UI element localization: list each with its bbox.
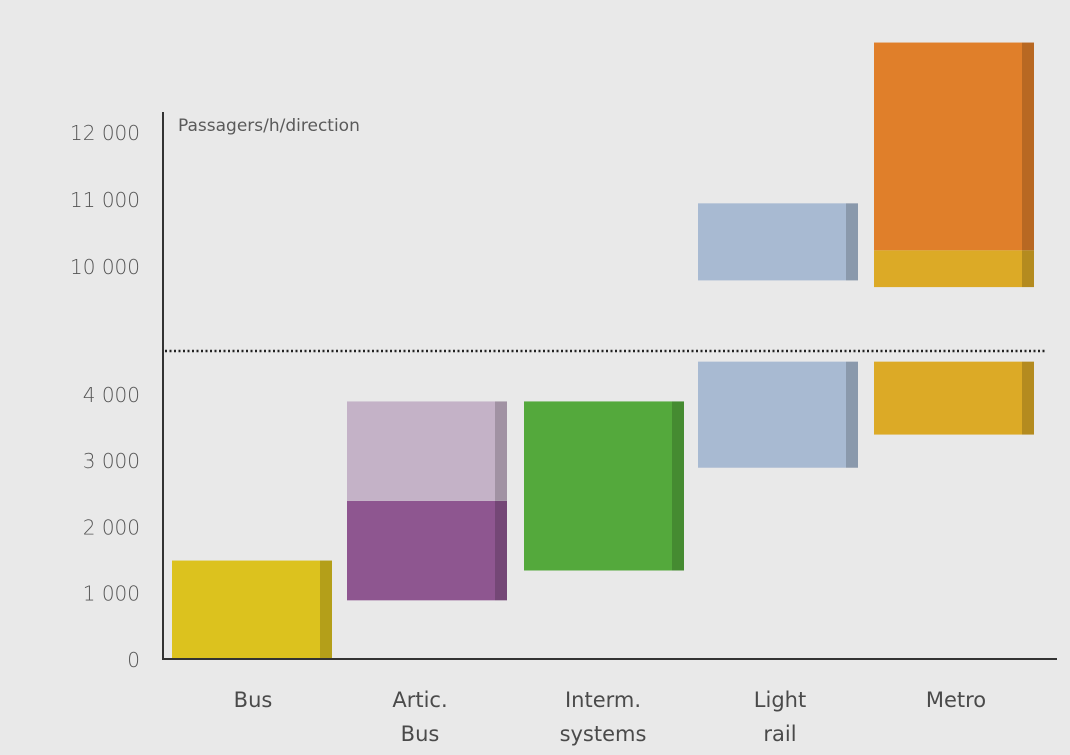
y-tick-label: 12 000 [70,121,140,145]
range-bar-side [495,401,507,501]
range-bar [698,203,858,281]
category-label: rail [763,722,796,746]
range-bar [874,361,1034,435]
range-bar-side [1022,42,1034,251]
category-label: Bus [401,722,440,746]
category-label: Light [754,688,806,712]
category-label: Interm. [565,688,641,712]
axes-layer: Passagers/h/direction [162,112,1057,660]
range-bar [874,250,1034,288]
range-bar-face [524,401,672,571]
category-labels-layer: Bus Artic. Bus Interm. systems Light rail Metro [234,688,986,746]
category-label: Bus [234,688,273,712]
y-tick-label: 1 000 [83,582,140,606]
range-bar-face [172,560,320,660]
bars-layer [172,42,1034,660]
range-bar-side [672,401,684,571]
y-tick-label: 2 000 [83,515,140,539]
range-bar-face [347,500,495,601]
y-axis-unit-label: Passagers/h/direction [178,116,360,136]
category-label: systems [560,722,647,746]
y-tick-label: 10 000 [70,255,140,279]
range-bar-face [874,42,1022,251]
range-bar-face [698,203,846,281]
range-bar [524,401,684,571]
y-ticks-layer: 0 1 000 2 000 3 000 4 000 10 000 11 000 12 000 [70,121,140,672]
y-tick-label: 0 [127,648,140,672]
range-bar-face [874,250,1022,288]
y-tick-label: 4 000 [83,383,140,407]
range-bar-side [1022,250,1034,288]
range-bar-face [874,361,1022,435]
category-label: Metro [926,688,986,712]
range-bar-side [320,560,332,660]
range-bar [347,500,507,601]
y-tick-label: 3 000 [83,449,140,473]
range-bar [698,361,858,468]
range-bar [172,560,332,660]
range-bar-side [495,500,507,601]
range-bar-face [347,401,495,501]
category-label: Artic. [392,688,447,712]
range-bar-face [698,361,846,468]
range-bar-side [846,203,858,281]
y-tick-label: 11 000 [70,188,140,212]
range-bar-side [846,361,858,468]
range-bar [874,42,1034,251]
range-bar-side [1022,361,1034,435]
range-bar [347,401,507,501]
